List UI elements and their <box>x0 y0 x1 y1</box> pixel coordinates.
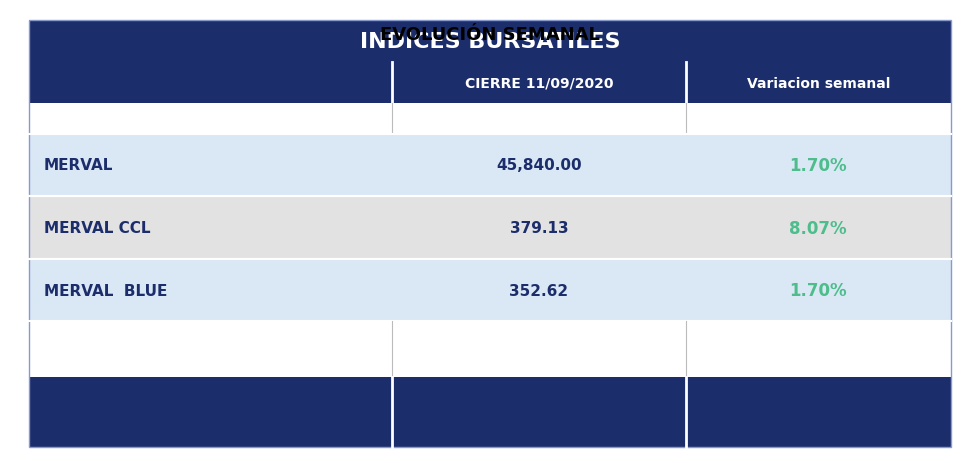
Polygon shape <box>686 259 951 322</box>
Text: EVOLUCIÓN SEMANAL: EVOLUCIÓN SEMANAL <box>380 25 600 44</box>
Polygon shape <box>392 259 686 322</box>
Polygon shape <box>392 377 686 447</box>
Polygon shape <box>29 21 951 63</box>
Polygon shape <box>686 377 951 447</box>
Text: Variacion semanal: Variacion semanal <box>747 76 890 90</box>
Polygon shape <box>29 259 392 322</box>
Text: 8.07%: 8.07% <box>790 219 847 237</box>
Polygon shape <box>392 134 686 197</box>
Polygon shape <box>686 63 951 104</box>
Text: INDICES BURSATILES: INDICES BURSATILES <box>360 31 620 52</box>
Text: 379.13: 379.13 <box>510 220 568 236</box>
Text: MERVAL: MERVAL <box>44 158 114 173</box>
Polygon shape <box>29 197 392 259</box>
Text: CIERRE 11/09/2020: CIERRE 11/09/2020 <box>465 76 613 90</box>
Polygon shape <box>686 197 951 259</box>
Polygon shape <box>392 197 686 259</box>
Polygon shape <box>29 322 951 377</box>
Polygon shape <box>29 63 392 104</box>
Text: 1.70%: 1.70% <box>790 156 847 175</box>
Text: 1.70%: 1.70% <box>790 282 847 300</box>
Text: MERVAL  BLUE: MERVAL BLUE <box>44 283 168 298</box>
Polygon shape <box>392 63 686 104</box>
Text: MERVAL CCL: MERVAL CCL <box>44 220 151 236</box>
Polygon shape <box>29 377 392 447</box>
Text: 352.62: 352.62 <box>510 283 568 298</box>
Polygon shape <box>686 134 951 197</box>
Polygon shape <box>29 104 951 134</box>
Polygon shape <box>29 134 392 197</box>
Text: 45,840.00: 45,840.00 <box>496 158 582 173</box>
